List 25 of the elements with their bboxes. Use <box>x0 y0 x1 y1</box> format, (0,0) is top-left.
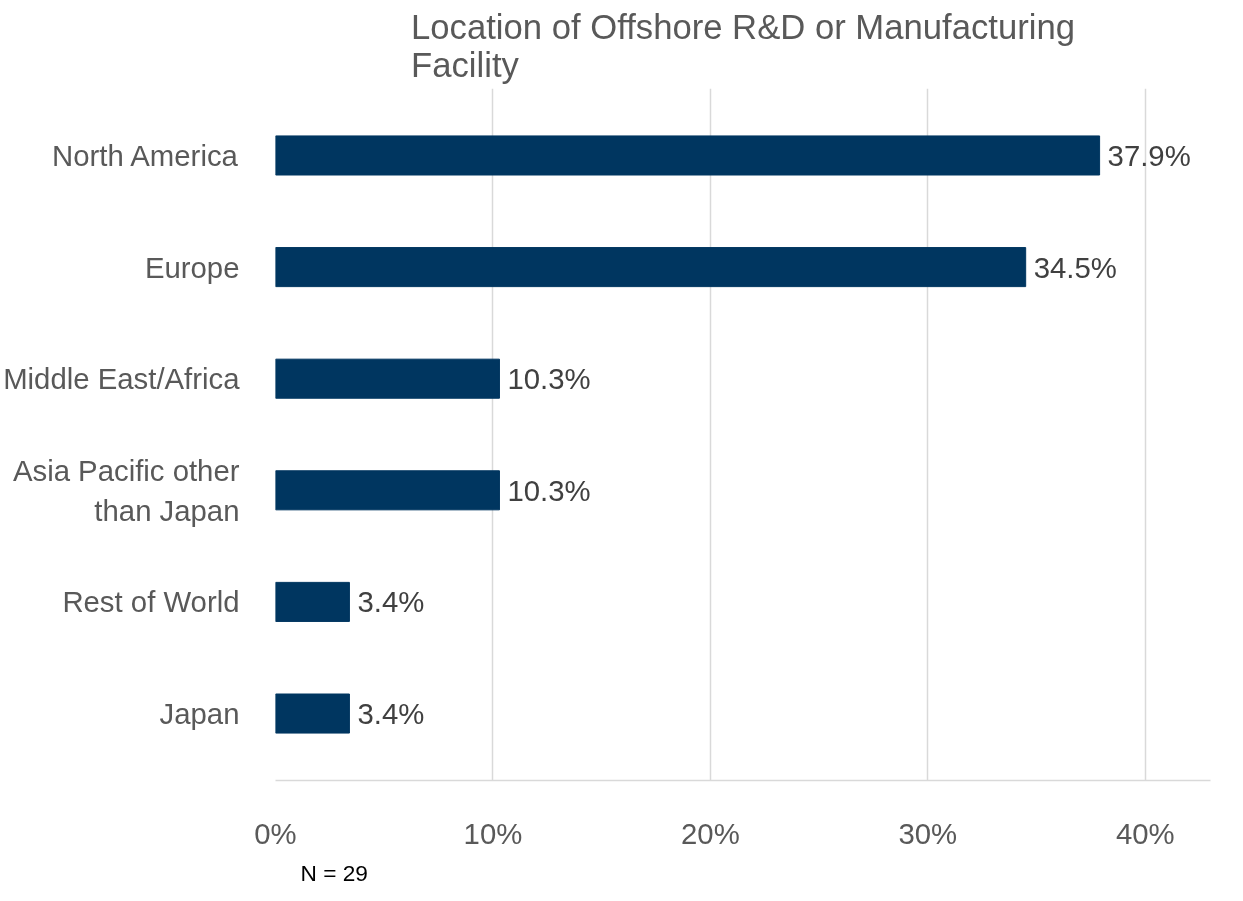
chart-title: Location of Offshore R&D or Manufacturing Facility <box>411 7 1075 84</box>
x-tick-label: 10% <box>463 816 523 850</box>
y-tick-label: Japan <box>159 697 240 731</box>
x-tick-label: 20% <box>681 816 740 850</box>
y-tick-label: Rest of World <box>62 585 240 619</box>
bar <box>275 470 500 511</box>
data-label: 10.3% <box>507 362 591 396</box>
y-tick-label: Asia Pacific other than Japan <box>12 454 240 527</box>
data-label: 34.5% <box>1033 250 1117 284</box>
y-tick-label: North America <box>52 138 239 172</box>
y-tick-label: Middle East/Africa <box>3 362 241 396</box>
bar <box>275 358 500 399</box>
data-label: 3.4% <box>357 697 425 731</box>
data-label: 37.9% <box>1107 138 1191 172</box>
x-tick-label: 0% <box>254 816 297 850</box>
bar <box>275 693 350 734</box>
bar <box>275 135 1101 176</box>
data-label: 10.3% <box>507 473 591 507</box>
y-tick-label: Europe <box>144 250 240 284</box>
x-tick-label: 30% <box>898 816 958 850</box>
bar <box>275 581 350 622</box>
text: N = 29 <box>300 859 368 886</box>
x-tick-label: 40% <box>1115 816 1175 850</box>
data-label: 3.4% <box>357 585 425 619</box>
bar <box>275 247 1027 288</box>
